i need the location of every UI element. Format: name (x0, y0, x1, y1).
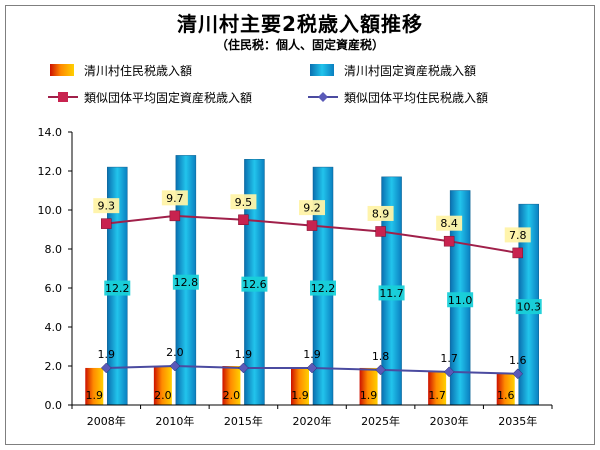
resident-tax-label: 2.0 (223, 389, 241, 402)
y-tick-label: 6.0 (45, 282, 63, 295)
similar-resident-tax-label: 1.6 (509, 354, 527, 367)
similar-property-tax-label-bg (504, 227, 531, 243)
resident-tax-bar (496, 373, 515, 405)
legend-label: 清川村固定資産税歳入額 (344, 63, 476, 78)
similar-resident-tax-label: 1.9 (235, 348, 253, 361)
resident-tax-label: 1.9 (86, 389, 104, 402)
x-tick-label: 2035年 (498, 414, 537, 428)
property-tax-label-bg (104, 280, 131, 296)
similar-property-tax-label: 8.4 (440, 217, 458, 230)
similar-property-tax-marker (101, 218, 112, 229)
property-tax-label: 12.2 (311, 282, 336, 295)
x-tick-label: 2025年 (361, 414, 400, 428)
similar-property-tax-label-bg (436, 215, 463, 231)
similar-property-tax-marker (306, 220, 318, 231)
similar-property-tax-label-bg (367, 205, 394, 221)
resident-tax-bar (153, 366, 172, 405)
legend-similar-property-marker (58, 92, 68, 102)
similar-resident-tax-marker (238, 362, 249, 374)
similar-resident-tax-marker (443, 366, 455, 378)
similar-property-tax-label: 9.3 (98, 200, 116, 213)
y-tick-label: 2.0 (45, 360, 63, 373)
similar-property-tax-marker (375, 226, 386, 237)
line-layer (100, 210, 524, 380)
similar-resident-tax-marker (306, 362, 318, 374)
similar-property-tax-marker (512, 247, 523, 259)
resident-tax-label: 1.7 (428, 389, 446, 402)
property-tax-label: 12.2 (105, 282, 130, 295)
resident-tax-bar (359, 367, 378, 405)
x-tick-label: 2030年 (430, 414, 469, 428)
y-tick-label: 12.0 (38, 165, 63, 178)
resident-tax-bar (222, 366, 241, 405)
similar-property-tax-marker (169, 210, 181, 222)
y-tick-label: 4.0 (45, 321, 63, 334)
x-tick-label: 2015年 (224, 414, 263, 428)
similar-property-tax-label-bg (230, 194, 257, 210)
resident-tax-bar (291, 367, 309, 405)
similar-resident-tax-label: 1.9 (98, 348, 116, 361)
x-axis: 2008年 2010年 2015年 2020年 2025年 2030年 2035年 (71, 404, 553, 428)
resident-tax-label: 1.9 (360, 389, 378, 402)
resident-tax-bar (85, 367, 104, 405)
property-tax-label: 11.7 (379, 287, 404, 300)
chart-subtitle: （住民税：個人、固定資産税） (215, 38, 384, 52)
similar-property-tax-label: 9.7 (166, 192, 184, 205)
legend-similar-resident-marker (318, 92, 328, 102)
resident-tax-label: 1.9 (291, 389, 309, 402)
legend-label: 類似団体平均固定資産税歳入額 (84, 90, 252, 105)
similar-property-tax-marker (443, 235, 455, 247)
property-tax-label-bg (378, 285, 405, 301)
y-tick-label: 0.0 (45, 399, 63, 412)
property-tax-label-bg (447, 292, 474, 308)
property-tax-label-bg (310, 280, 336, 296)
similar-property-tax-label: 8.9 (372, 207, 390, 220)
similar-property-tax-label-bg (299, 200, 325, 216)
y-tick-label: 10.0 (38, 204, 63, 217)
legend-resident-swatch (50, 64, 74, 76)
resident-tax-bar (428, 371, 447, 405)
property-tax-label-bg (515, 299, 542, 315)
data-label-layer: 1.9 12.2 9.3 1.9 2.0 12.8 9.7 2.0 2.0 12.6 9.5 1.9 1… (86, 190, 542, 402)
similar-property-tax-label-bg (93, 198, 120, 214)
chart-title: 清川村主要2税歳入額推移 (177, 12, 423, 36)
property-tax-label: 12.6 (242, 278, 267, 291)
y-tick-label: 8.0 (45, 243, 63, 256)
similar-resident-tax-label: 2.0 (166, 346, 184, 359)
x-tick-label: 2008年 (87, 414, 126, 428)
property-tax-label-bg (172, 274, 199, 290)
similar-property-tax-label: 9.2 (303, 202, 321, 215)
similar-property-tax-label-bg (161, 190, 188, 206)
similar-property-tax-label: 9.5 (235, 196, 253, 209)
similar-resident-tax-label: 1.7 (440, 352, 458, 365)
similar-resident-tax-marker (100, 362, 112, 374)
similar-resident-tax-label: 1.8 (372, 350, 390, 363)
property-tax-label-bg (241, 276, 268, 292)
similar-resident-tax-marker (169, 360, 181, 372)
resident-tax-label: 2.0 (154, 389, 172, 402)
x-tick-label: 2010年 (155, 414, 194, 428)
similar-resident-tax-marker (375, 364, 386, 376)
property-tax-label: 11.0 (448, 294, 473, 307)
legend-label: 類似団体平均住民税歳入額 (344, 91, 488, 105)
y-axis: 0.0 2.0 4.0 6.0 8.0 10.0 12.0 14.0 (38, 126, 73, 412)
legend-property-swatch (310, 64, 334, 76)
similar-resident-tax-marker (512, 368, 524, 380)
similar-resident-tax-label: 1.9 (303, 348, 321, 361)
legend-label: 清川村住民税歳入額 (84, 64, 192, 78)
resident-tax-label: 1.6 (497, 389, 515, 402)
similar-property-tax-marker (238, 214, 249, 225)
property-tax-label: 10.3 (516, 301, 541, 314)
y-tick-label: 14.0 (38, 126, 63, 139)
property-tax-label: 12.8 (174, 276, 199, 289)
x-tick-label: 2020年 (293, 414, 332, 428)
similar-property-tax-label: 7.8 (509, 229, 527, 242)
